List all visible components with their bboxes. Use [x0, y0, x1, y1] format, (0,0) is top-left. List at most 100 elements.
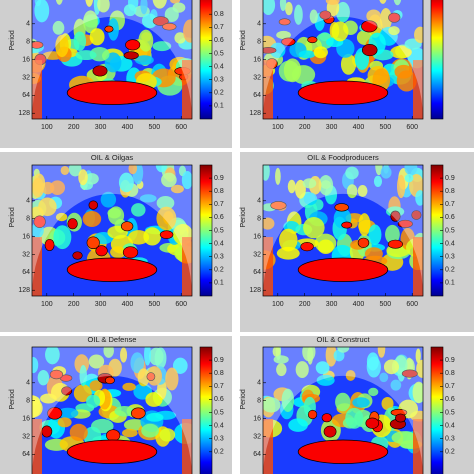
heatmap-hot — [270, 201, 287, 210]
heatmap-blob — [60, 165, 70, 175]
heatmap-blob — [45, 347, 60, 365]
cone-of-influence — [263, 347, 423, 474]
heatmap — [32, 165, 192, 296]
heatmap-blob — [390, 379, 402, 391]
heatmap-hot — [88, 200, 99, 210]
y-tick-label: 8 — [26, 398, 30, 405]
heatmap-blob — [346, 184, 358, 199]
heatmap-blob — [118, 172, 134, 193]
heatmap-edge — [182, 237, 192, 296]
heatmap-hot — [66, 257, 158, 282]
heatmap-edge — [413, 237, 423, 296]
heatmap-blob — [97, 0, 110, 13]
heatmap-blob — [69, 423, 88, 442]
heatmap-blob — [263, 165, 270, 181]
heatmap-blob — [416, 359, 423, 378]
heatmap-blob — [315, 361, 330, 375]
heatmap-hot — [323, 425, 337, 438]
x-tick-label: 100 — [41, 301, 53, 308]
y-tick-label: 8 — [257, 216, 261, 223]
x-tick-label: 600 — [406, 124, 418, 131]
heatmap-blob — [55, 34, 69, 58]
heatmap-blob — [100, 191, 117, 208]
y-tick-label: 32 — [253, 251, 261, 258]
heatmap-blob — [122, 428, 138, 438]
heatmap-blob — [32, 356, 39, 374]
y-tick-label: 32 — [22, 74, 30, 81]
heatmap-hot — [387, 239, 404, 249]
heatmap-hot — [41, 425, 53, 438]
y-tick-label: 32 — [253, 433, 261, 440]
heatmap-hot — [92, 65, 108, 77]
colorbar-tick-label: 0.5 — [214, 227, 224, 234]
heatmap-blob — [57, 417, 72, 428]
heatmap-edge — [413, 419, 423, 474]
heatmap-hot — [263, 46, 277, 54]
y-axis-label: Period — [240, 207, 247, 227]
heatmap-blob — [159, 428, 176, 442]
chart-title: OIL & Foodproducers — [307, 153, 379, 162]
heatmap-blob — [114, 405, 135, 417]
chart-title: OIL & Defense — [88, 335, 137, 344]
heatmap-blob — [298, 50, 316, 59]
colorbar-tick-label: 0.1 — [445, 280, 455, 287]
heatmap-blob — [263, 217, 275, 230]
y-tick-label: 64 — [253, 92, 261, 99]
y-tick-label: 32 — [253, 74, 261, 81]
heatmap-blob — [156, 206, 177, 231]
heatmap-hot — [411, 210, 422, 220]
x-tick-label: 400 — [122, 124, 134, 131]
y-tick-label: 128 — [249, 287, 261, 294]
colorbar-tick-label: 0.8 — [214, 11, 224, 18]
colorbar-tick-label: 0.6 — [214, 37, 224, 44]
heatmap-edge — [263, 60, 273, 119]
heatmap-blob — [276, 30, 291, 40]
heatmap-blob — [263, 397, 281, 413]
cone-of-influence — [32, 0, 192, 119]
colorbar-tick-label: 0.1 — [214, 280, 224, 287]
heatmap-blob — [88, 354, 105, 369]
heatmap-blob — [73, 31, 87, 52]
heatmap-blob — [135, 55, 154, 65]
heatmap-blob — [79, 364, 88, 387]
y-tick-label: 4 — [257, 198, 261, 205]
heatmap-hot — [125, 39, 141, 51]
y-axis-label: Period — [9, 389, 16, 409]
heatmap-blob — [155, 165, 168, 173]
heatmap-blob — [32, 398, 43, 418]
heatmap-hot — [44, 238, 55, 251]
heatmap-blob — [337, 347, 350, 353]
y-axis-label: Period — [240, 30, 247, 50]
x-tick-label: 600 — [175, 301, 187, 308]
colorbar-tick-label: 0.9 — [214, 175, 224, 182]
colorbar-tick-label: 0.8 — [445, 370, 455, 377]
y-tick-label: 16 — [253, 233, 261, 240]
heatmap-blob — [110, 246, 127, 259]
colorbar-tick-label: 0.8 — [214, 188, 224, 195]
y-tick-label: 128 — [18, 110, 30, 117]
y-tick-label: 4 — [26, 21, 30, 28]
colorbar-tick-label: 0.2 — [445, 267, 455, 274]
heatmap-hot — [95, 245, 108, 257]
heatmap-blob — [140, 0, 148, 15]
y-tick-label: 128 — [18, 287, 30, 294]
heatmap-blob — [82, 211, 102, 227]
heatmap-hot — [104, 25, 114, 33]
plot-frame — [262, 0, 424, 120]
heatmap-blob — [144, 347, 152, 366]
heatmap-blob — [279, 228, 298, 252]
heatmap-blob — [316, 374, 335, 386]
heatmap-blob — [148, 347, 164, 366]
heatmap-blob — [55, 0, 63, 5]
heatmap-hot — [395, 413, 406, 423]
heatmap-blob — [165, 367, 179, 391]
y-tick-label: 64 — [22, 269, 30, 276]
heatmap-blob — [317, 239, 334, 254]
heatmap-hot — [365, 417, 380, 429]
heatmap-hot — [281, 37, 296, 46]
heatmap-blob — [325, 347, 337, 367]
heatmap-blob — [83, 10, 98, 34]
heatmap-blob — [381, 396, 394, 411]
heatmap-blob — [281, 388, 295, 413]
